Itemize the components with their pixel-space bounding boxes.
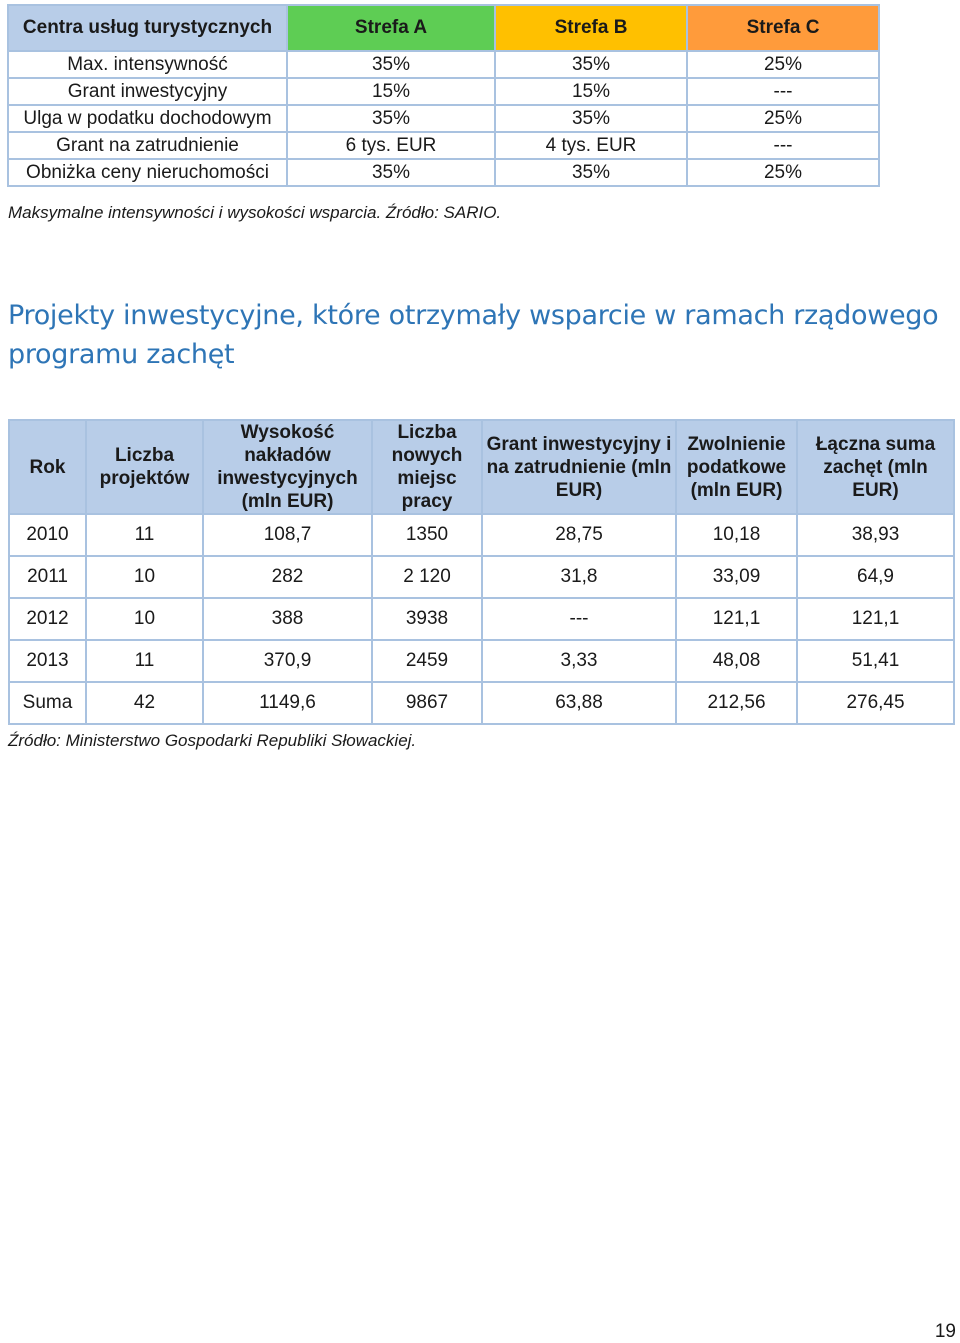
header-liczba-projektow: Liczba projektów: [85, 419, 204, 515]
zones-cell-a: 35%: [286, 158, 496, 187]
zones-header-strefa-b: Strefa B: [494, 4, 688, 52]
cell-zwolnienie: 212,56: [675, 681, 798, 725]
cell-zwolnienie: 48,08: [675, 639, 798, 683]
cell-grant: ---: [481, 597, 677, 641]
cell-grant: 31,8: [481, 555, 677, 599]
table-row-total: Suma 42 1149,6 9867 63,88 212,56 276,45: [8, 681, 955, 725]
cell-miejsca: 9867: [371, 681, 483, 725]
zones-row-label: Ulga w podatku dochodowym: [7, 104, 288, 133]
header-rok: Rok: [8, 419, 87, 515]
zones-cell-b: 35%: [494, 104, 688, 133]
cell-suma: 121,1: [796, 597, 955, 641]
cell-rok: Suma: [8, 681, 87, 725]
zones-row: Grant inwestycyjny 15% 15% ---: [7, 77, 880, 106]
table-row: 2012 10 388 3938 --- 121,1 121,1: [8, 597, 955, 641]
cell-grant: 28,75: [481, 513, 677, 557]
cell-zwolnienie: 10,18: [675, 513, 798, 557]
cell-liczba-projektow: 10: [85, 555, 204, 599]
zones-cell-c: 25%: [686, 104, 880, 133]
zones-cell-c: 25%: [686, 158, 880, 187]
zones-row: Ulga w podatku dochodowym 35% 35% 25%: [7, 104, 880, 133]
zones-cell-a: 35%: [286, 50, 496, 79]
cell-zwolnienie: 33,09: [675, 555, 798, 599]
cell-naklady: 108,7: [202, 513, 373, 557]
cell-naklady: 1149,6: [202, 681, 373, 725]
zones-cell-b: 4 tys. EUR: [494, 131, 688, 160]
projects-table: Rok Liczba projektów Wysokość nakładów i…: [8, 419, 955, 725]
cell-rok: 2013: [8, 639, 87, 683]
header-laczna-suma: Łączna suma zachęt (mln EUR): [796, 419, 955, 515]
cell-suma: 64,9: [796, 555, 955, 599]
zones-cell-c: 25%: [686, 50, 880, 79]
cell-miejsca: 1350: [371, 513, 483, 557]
zones-cell-a: 35%: [286, 104, 496, 133]
zones-cell-a: 6 tys. EUR: [286, 131, 496, 160]
zones-row-label: Obniżka ceny nieruchomości: [7, 158, 288, 187]
table-row: 2011 10 282 2 120 31,8 33,09 64,9: [8, 555, 955, 599]
section-heading: Projekty inwestycyjne, które otrzymały w…: [8, 300, 939, 370]
cell-liczba-projektow: 11: [85, 639, 204, 683]
header-miejsca-pracy: Liczba nowych miejsc pracy: [371, 419, 483, 515]
cell-rok: 2011: [8, 555, 87, 599]
cell-naklady: 370,9: [202, 639, 373, 683]
cell-miejsca: 3938: [371, 597, 483, 641]
zones-cell-c: ---: [686, 77, 880, 106]
cell-rok: 2012: [8, 597, 87, 641]
cell-grant: 63,88: [481, 681, 677, 725]
zones-header-centra: Centra usług turystycznych: [7, 4, 288, 52]
table-row: 2010 11 108,7 1350 28,75 10,18 38,93: [8, 513, 955, 557]
zones-row-label: Max. intensywność: [7, 50, 288, 79]
header-grant: Grant inwestycyjny i na zatrudnienie (ml…: [481, 419, 677, 515]
zones-cell-b: 35%: [494, 158, 688, 187]
cell-zwolnienie: 121,1: [675, 597, 798, 641]
zones-row-label: Grant na zatrudnienie: [7, 131, 288, 160]
zones-header-strefa-c: Strefa C: [686, 4, 880, 52]
zones-row-label: Grant inwestycyjny: [7, 77, 288, 106]
zones-row: Grant na zatrudnienie 6 tys. EUR 4 tys. …: [7, 131, 880, 160]
zones-row: Max. intensywność 35% 35% 25%: [7, 50, 880, 79]
cell-rok: 2010: [8, 513, 87, 557]
cell-liczba-projektow: 10: [85, 597, 204, 641]
projects-header-row: Rok Liczba projektów Wysokość nakładów i…: [8, 419, 955, 515]
cell-suma: 276,45: [796, 681, 955, 725]
page-number: 19: [934, 1321, 956, 1342]
zones-cell-c: ---: [686, 131, 880, 160]
zones-cell-b: 35%: [494, 50, 688, 79]
cell-naklady: 388: [202, 597, 373, 641]
cell-suma: 51,41: [796, 639, 955, 683]
cell-suma: 38,93: [796, 513, 955, 557]
cell-miejsca: 2459: [371, 639, 483, 683]
zones-header-strefa-a: Strefa A: [286, 4, 496, 52]
cell-liczba-projektow: 42: [85, 681, 204, 725]
zones-table: Centra usług turystycznych Strefa A Stre…: [7, 4, 880, 187]
projects-table-caption: Źródło: Ministerstwo Gospodarki Republik…: [8, 731, 417, 750]
cell-miejsca: 2 120: [371, 555, 483, 599]
zones-table-caption: Maksymalne intensywności i wysokości wsp…: [8, 203, 502, 222]
zones-cell-a: 15%: [286, 77, 496, 106]
zones-cell-b: 15%: [494, 77, 688, 106]
zones-header-row: Centra usług turystycznych Strefa A Stre…: [7, 4, 880, 52]
zones-row: Obniżka ceny nieruchomości 35% 35% 25%: [7, 158, 880, 187]
table-row: 2013 11 370,9 2459 3,33 48,08 51,41: [8, 639, 955, 683]
cell-grant: 3,33: [481, 639, 677, 683]
header-zwolnienie: Zwolnienie podatkowe (mln EUR): [675, 419, 798, 515]
cell-naklady: 282: [202, 555, 373, 599]
header-naklady: Wysokość nakładów inwestycyjnych (mln EU…: [202, 419, 373, 515]
cell-liczba-projektow: 11: [85, 513, 204, 557]
